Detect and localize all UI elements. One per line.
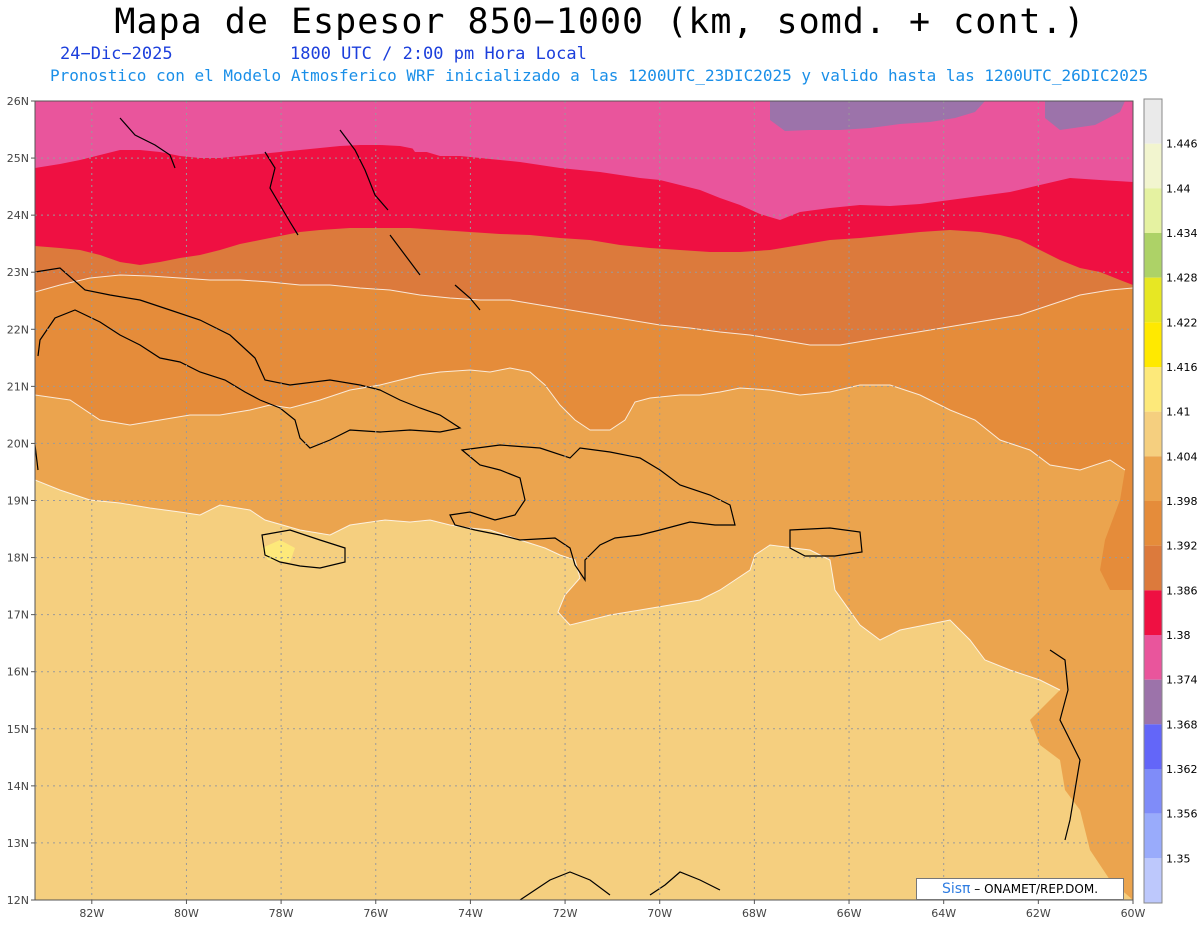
model-info: Pronostico con el Modelo Atmosferico WRF…	[50, 66, 1149, 85]
lat-label: 13N	[7, 837, 29, 850]
band-1362-1368	[770, 101, 985, 131]
colorbar-label: 1.386	[1166, 584, 1198, 597]
colorbar-label: 1.416	[1166, 361, 1198, 374]
lon-label: 72W	[553, 907, 578, 920]
colorbar: 1.446 1.44 1.434 1.428 1.422 1.416 1.41 1.404 1.…	[1143, 98, 1198, 904]
lat-label: 18N	[7, 552, 29, 565]
colorbar-swatch	[1144, 456, 1162, 501]
coast-jamaica	[261, 529, 346, 569]
band-1362-1368-east	[1045, 101, 1125, 130]
colorbar-label: 1.428	[1166, 272, 1198, 285]
colorbar-label: 1.368	[1166, 718, 1198, 731]
forecast-time: 1800 UTC / 2:00 pm Hora Local	[290, 44, 587, 64]
colorbar-label: 1.356	[1166, 808, 1198, 821]
lat-label: 14N	[7, 780, 29, 793]
lat-label: 19N	[7, 495, 29, 508]
colorbar-swatch	[1144, 99, 1162, 144]
colorbar-frame	[1143, 98, 1163, 904]
credit-box: Sisπ – ONAMET/REP.DOM.	[916, 878, 1124, 900]
lon-label: 68W	[742, 907, 767, 920]
colorbar-swatch	[1144, 233, 1162, 278]
lon-label: 66W	[837, 907, 862, 920]
colorbar-label: 1.41	[1166, 406, 1191, 419]
forecast-date: 24−Dic−2025	[60, 44, 173, 64]
colorbar-swatch	[1144, 545, 1162, 591]
colorbar-label: 1.392	[1166, 540, 1198, 553]
credit-brand: Sisπ	[941, 881, 971, 897]
longitude-labels: 82W 80W 78W 76W 74W 72W 70W 68W 66W 64W 62W 60W	[79, 900, 1146, 920]
lat-label: 12N	[7, 894, 29, 907]
colorbar-label: 1.446	[1166, 138, 1198, 151]
band-1368-1374	[35, 101, 1133, 220]
colorbar-swatch	[1144, 858, 1162, 903]
colorbar-label: 1.398	[1166, 495, 1198, 508]
lat-label: 26N	[7, 95, 29, 108]
colorbar-swatch	[1144, 188, 1162, 233]
colorbar-label: 1.374	[1166, 674, 1198, 687]
lat-label: 24N	[7, 209, 29, 222]
lon-label: 78W	[269, 907, 294, 920]
colorbar-swatch	[1144, 411, 1162, 457]
lon-label: 76W	[363, 907, 388, 920]
lon-label: 64W	[931, 907, 956, 920]
pink-blob	[408, 134, 440, 152]
lon-label: 74W	[458, 907, 483, 920]
colorbar-swatch	[1144, 679, 1162, 725]
lat-label: 22N	[7, 323, 29, 336]
lat-label: 21N	[7, 380, 29, 393]
lon-label: 60W	[1121, 907, 1146, 920]
map-title: Mapa de Espesor 850−1000 (km, somd. + co…	[114, 2, 1086, 42]
lon-label: 82W	[79, 907, 104, 920]
colorbar-swatch	[1144, 367, 1162, 412]
colorbar-swatch	[1144, 501, 1162, 546]
lon-label: 70W	[647, 907, 672, 920]
colorbar-swatch	[1144, 724, 1162, 769]
lat-label: 16N	[7, 666, 29, 679]
colorbar-label: 1.35	[1166, 852, 1191, 865]
colorbar-label: 1.404	[1166, 450, 1198, 463]
coast-bahamas-4	[454, 284, 481, 311]
colorbar-swatch	[1144, 277, 1162, 323]
coast-lesser-antilles	[1049, 649, 1081, 841]
colorbar-label: 1.422	[1166, 316, 1198, 329]
colorbar-label: 1.44	[1166, 182, 1191, 195]
lat-label: 20N	[7, 437, 29, 450]
colorbar-swatch	[1144, 635, 1162, 680]
coast-bahamas-andros	[264, 151, 299, 236]
lon-label: 62W	[1026, 907, 1051, 920]
lon-label: 80W	[174, 907, 199, 920]
coast-hispaniola	[449, 444, 736, 582]
coast-cuba	[35, 267, 462, 449]
coast-bahamas-3	[389, 234, 421, 276]
colorbar-label: 1.38	[1166, 629, 1191, 642]
lat-label: 15N	[7, 723, 29, 736]
credit-text: – ONAMET/REP.DOM.	[974, 882, 1099, 896]
lat-label: 23N	[7, 266, 29, 279]
colorbar-label: 1.362	[1166, 763, 1198, 776]
colorbar-swatch	[1144, 143, 1162, 189]
latitude-labels: 26N 25N 24N 23N 22N 21N 20N 19N 18N 17N 16N 15N 14N 1…	[7, 95, 35, 907]
band-1404-1410-jamaica	[262, 540, 295, 562]
lat-label: 25N	[7, 152, 29, 165]
coast-florida	[119, 117, 176, 169]
colorbar-swatch	[1144, 769, 1162, 814]
coast-puerto-rico	[789, 527, 863, 557]
colorbar-label: 1.434	[1166, 227, 1198, 240]
coast-south-america	[519, 871, 611, 900]
coast-bahamas-2	[339, 129, 389, 211]
colorbar-swatch	[1144, 590, 1162, 635]
colorbar-swatch	[1144, 322, 1162, 367]
lat-label: 17N	[7, 609, 29, 622]
colorbar-swatch	[1144, 813, 1162, 859]
